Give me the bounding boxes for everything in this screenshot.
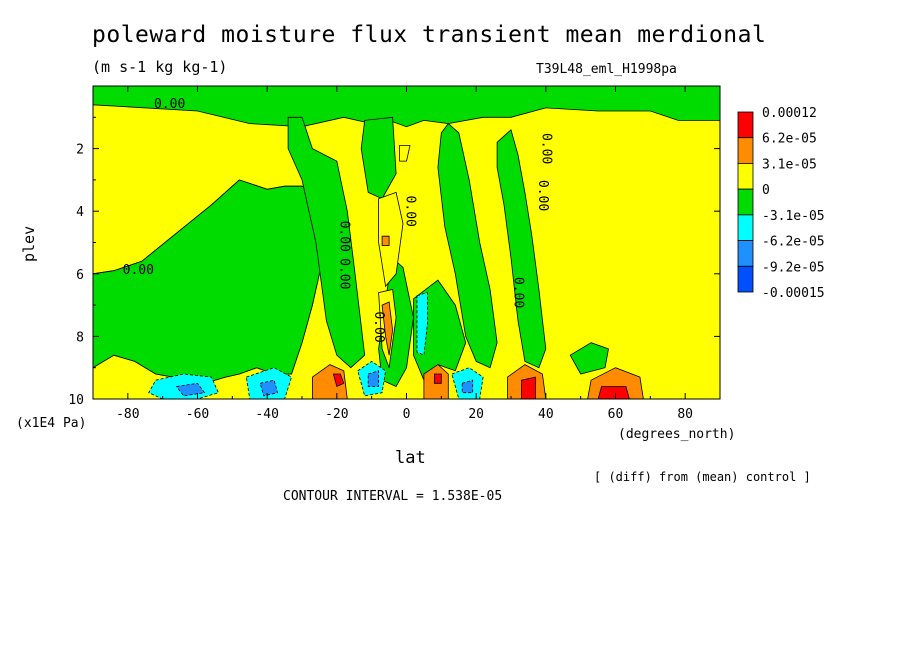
contour-region-pos2 xyxy=(381,235,390,247)
x-tick-label: 60 xyxy=(608,407,624,422)
contour-region-pos3 xyxy=(332,373,345,388)
legend-label: 0 xyxy=(762,183,770,198)
x-tick-label: -40 xyxy=(255,407,278,422)
y-tick-label: 8 xyxy=(76,330,84,345)
legend-label: -3.1e-05 xyxy=(762,209,825,224)
contour-label: 0.00 xyxy=(123,263,154,278)
contour-region-pos3 xyxy=(597,386,630,400)
contour-region-neg1 xyxy=(496,129,547,369)
legend-label: -9.2e-05 xyxy=(762,260,825,275)
contour-region-neg3 xyxy=(461,379,474,394)
x-tick-label: 40 xyxy=(538,407,554,422)
legend-swatch xyxy=(737,111,754,139)
chart-units: (m s-1 kg kg-1) xyxy=(92,58,228,76)
legend-label: 0.00012 xyxy=(762,106,817,121)
x-tick-label: 0 xyxy=(403,407,411,422)
legend-label: -6.2e-05 xyxy=(762,235,825,250)
legend-swatch xyxy=(737,188,754,216)
contour-region-neg1 xyxy=(569,342,609,375)
contour-interval: CONTOUR INTERVAL = 1.538E-05 xyxy=(283,489,503,504)
legend-swatch xyxy=(737,214,754,241)
plot-marks: -80 -60 -40 -20 0 20 40 60 80 2 4 6 8 10 0.00 0.00 0.00 0… xyxy=(68,86,721,422)
contour-region-pos2 xyxy=(311,364,348,400)
legend-label: 3.1e-05 xyxy=(762,157,817,172)
contour-label: 0.00 xyxy=(535,180,550,211)
diff-note: [ (diff) from (mean) control ] xyxy=(594,470,811,484)
legend-label: -0.00015 xyxy=(762,286,825,301)
contour-region-pos3 xyxy=(521,376,536,400)
contour-label: 0.00 xyxy=(538,133,553,164)
contour-region-neg1 xyxy=(437,123,498,369)
x-tick-label: 80 xyxy=(677,407,693,422)
y-tick-label: 2 xyxy=(76,143,84,158)
plot-frame xyxy=(92,85,721,400)
x-tick-label: -20 xyxy=(325,407,348,422)
y-tick-label: 6 xyxy=(76,268,84,283)
y-tick-label: 4 xyxy=(76,205,84,220)
x-tick-label: -60 xyxy=(186,407,209,422)
contour-region-pos1 xyxy=(378,191,404,288)
contour-region-pos3 xyxy=(433,373,442,384)
y-axis-label: plev xyxy=(20,225,38,262)
contour-label: 0.00 xyxy=(154,97,185,112)
contour-label: 0.00 xyxy=(371,311,386,342)
contour-label: 0.00 xyxy=(336,221,351,252)
contour-region-pos1 xyxy=(399,145,411,162)
contour-region-neg3 xyxy=(259,379,279,397)
x-axis-unit: (degrees_north) xyxy=(618,427,736,442)
contour-region-neg1 xyxy=(287,116,366,369)
legend-swatch xyxy=(737,265,754,293)
contour-region-neg3 xyxy=(175,382,206,397)
color-legend: 0.00012 6.2e-05 3.1e-05 0 -3.1e-05 -6.2e-05 -9… xyxy=(737,106,825,301)
filled-contours xyxy=(92,86,721,400)
contour-region-neg2 xyxy=(416,292,428,356)
x-axis-label: lat xyxy=(395,448,426,468)
x-tick-label: -80 xyxy=(116,407,139,422)
contour-label: 0.00 xyxy=(336,258,351,289)
contour-region-neg3 xyxy=(367,370,380,387)
legend-swatch xyxy=(737,240,754,267)
legend-swatch xyxy=(737,163,754,190)
y-axis-unit: (x1E4 Pa) xyxy=(16,416,87,431)
contour-label: 0.00 xyxy=(510,277,525,308)
contour-label: 0.00 xyxy=(403,196,418,227)
legend-swatch xyxy=(737,137,754,164)
run-label: T39L48_eml_H1998pa xyxy=(536,62,677,77)
x-tick-label: 20 xyxy=(468,407,484,422)
legend-label: 6.2e-05 xyxy=(762,132,817,147)
chart-title: poleward moisture flux transient mean me… xyxy=(92,22,767,48)
contour-region-neg1 xyxy=(92,179,331,384)
y-tick-label: 10 xyxy=(68,393,84,408)
contour-region-pos2 xyxy=(381,301,394,356)
